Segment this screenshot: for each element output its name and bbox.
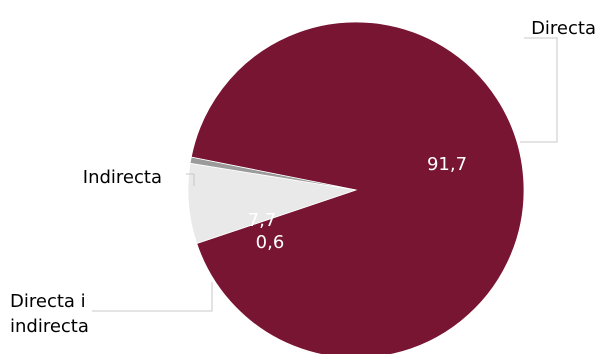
value-label-directa-i-indirecta: 0,6	[256, 232, 285, 253]
value-label-indirecta: 7,7	[248, 210, 277, 231]
leader-line-directa	[520, 37, 558, 143]
leader-line-indirecta	[186, 173, 195, 186]
pie-slice-directa	[190, 21, 525, 354]
value-label-directa: 91,7	[427, 154, 467, 175]
leader-line-directa-i-indirecta	[92, 282, 213, 312]
slice-label-directa-i-indirecta-line2: indirecta	[10, 316, 89, 337]
pie-slice-directa-i-indirecta	[189, 156, 357, 191]
slice-label-indirecta: Indirecta	[83, 167, 162, 188]
slice-label-directa: Directa	[531, 18, 596, 39]
leader-lines	[92, 37, 558, 312]
slice-label-directa-i-indirecta-line1: Directa i	[10, 291, 86, 312]
pie-slices	[187, 21, 525, 354]
